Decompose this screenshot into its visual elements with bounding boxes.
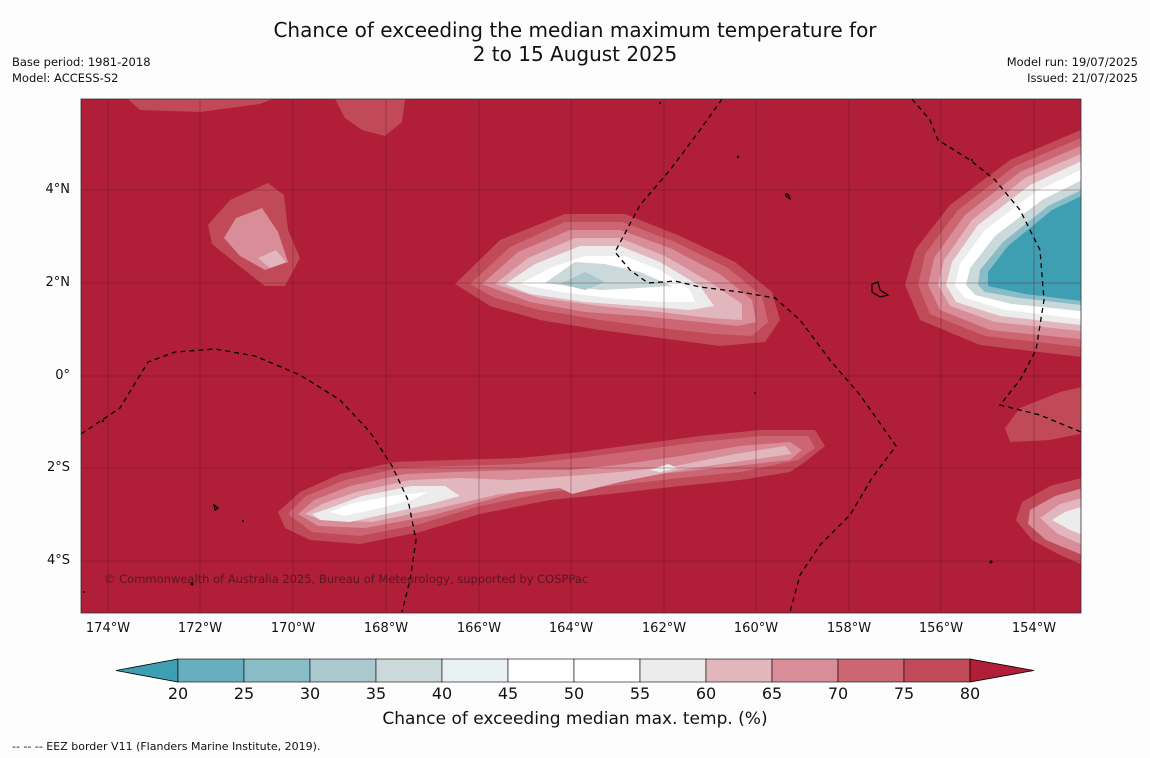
meta-right: Model run: 19/07/2025 Issued: 21/07/2025 [1007, 54, 1138, 86]
lat-label-0: 0° [55, 368, 70, 383]
lat-label-4n: 4°N [45, 182, 71, 197]
colorbar-tick-label: 50 [563, 684, 585, 703]
colorbar-tick-label: 55 [629, 684, 651, 703]
issued-text: Issued: 21/07/2025 [1027, 71, 1138, 85]
chart-title: Chance of exceeding the median maximum t… [0, 18, 1150, 66]
anomaly-cluster-south [278, 430, 825, 544]
colorbar-tick-label: 75 [893, 684, 915, 703]
lon-label-162w: 162°W [641, 621, 687, 636]
eez-footnote: -- -- -- EEZ border V11 (Flanders Marine… [12, 740, 321, 753]
lon-label-154w: 154°W [1011, 621, 1057, 636]
map-background [81, 99, 1081, 613]
colorbar-tick-label: 25 [233, 684, 255, 703]
lat-label-4s: 4°S [46, 553, 70, 568]
colorbar-segment [705, 658, 773, 683]
colorbar-tick-label: 70 [827, 684, 849, 703]
title-line-1: Chance of exceeding the median maximum t… [273, 18, 877, 42]
colorbar-segment [771, 658, 839, 683]
colorbar-segment [441, 658, 509, 683]
colorbar-segment [837, 658, 905, 683]
colorbar-tick-label: 40 [431, 684, 453, 703]
anomaly-cluster-east-south [1005, 387, 1081, 565]
colorbar-tick-label: 30 [299, 684, 321, 703]
contour-70-top [127, 99, 273, 112]
contour-70-north [335, 99, 405, 136]
lon-label-172w: 172°W [177, 621, 223, 636]
colorbar-segment [507, 658, 575, 683]
colorbar-tick-label: 35 [365, 684, 387, 703]
lon-label-174w: 174°W [85, 621, 131, 636]
colorbar-segment [573, 658, 641, 683]
islands [213, 193, 890, 511]
colorbar-tick-label: 60 [695, 684, 717, 703]
colorbar-extend-high [969, 658, 1035, 683]
colorbar-segment [375, 658, 443, 683]
model-text: Model: ACCESS-S2 [12, 71, 119, 85]
lon-label-166w: 166°W [456, 621, 502, 636]
lon-label-158w: 158°W [826, 621, 872, 636]
map-frame [80, 98, 1082, 614]
colorbar-segment [309, 658, 377, 683]
colorbar-segment [903, 658, 971, 683]
model-run-text: Model run: 19/07/2025 [1006, 55, 1138, 69]
island-dots [83, 102, 993, 593]
colorbar-segment [639, 658, 707, 683]
colorbar-segment [243, 658, 311, 683]
colorbar-extend-low [115, 658, 179, 683]
lon-label-170w: 170°W [270, 621, 316, 636]
colorbar-tick-label: 65 [761, 684, 783, 703]
lon-label-168w: 168°W [363, 621, 409, 636]
graticule [81, 99, 1081, 613]
lon-label-160w: 160°W [733, 621, 779, 636]
meta-left: Base period: 1981-2018 Model: ACCESS-S2 [12, 54, 151, 86]
colorbar-tick-label: 80 [959, 684, 981, 703]
colorbar-tick-label: 20 [167, 684, 189, 703]
lat-label-2s: 2°S [46, 460, 70, 475]
title-line-2: 2 to 15 August 2025 [472, 42, 678, 66]
colorbar-segment [177, 658, 245, 683]
lon-label-156w: 156°W [918, 621, 964, 636]
colorbar-label: Chance of exceeding median max. temp. (%… [382, 709, 768, 729]
copyright-text: © Commonwealth of Australia 2025, Bureau… [104, 572, 589, 586]
eez-borders [81, 99, 1081, 613]
base-period-text: Base period: 1981-2018 [12, 55, 151, 69]
anomaly-cluster-central-north [455, 214, 780, 346]
colorbar-tick-label: 45 [497, 684, 519, 703]
lat-label-2n: 2°N [45, 275, 71, 290]
anomaly-cluster-west-north [208, 183, 300, 286]
lon-label-164w: 164°W [548, 621, 594, 636]
